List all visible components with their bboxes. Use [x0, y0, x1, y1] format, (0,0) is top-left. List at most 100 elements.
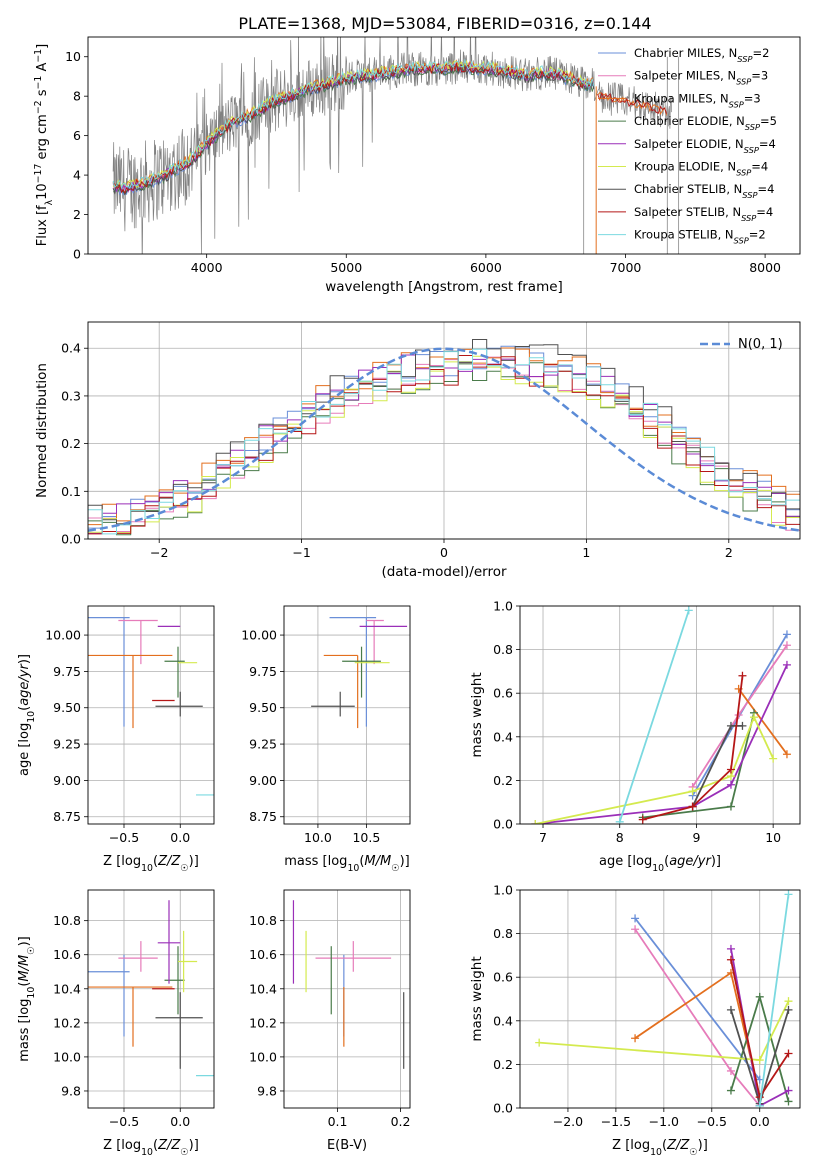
x-axis-label: Z [log10(Z/Z☉)]	[103, 1138, 199, 1158]
y-tick-label: 9.50	[249, 700, 277, 715]
mass-weight-marker	[738, 671, 747, 680]
axes-frame	[87, 36, 801, 255]
y-axis-label: mass weight	[469, 956, 485, 1041]
y-tick-label: 0.0	[493, 817, 513, 832]
plot-area	[112, 37, 680, 254]
mass-weight-line	[535, 664, 788, 824]
y-tick-label: 10.00	[241, 628, 277, 643]
mass-weight-marker	[615, 817, 624, 824]
y-tick-label: 10.4	[53, 981, 81, 996]
y-tick-label: 4	[73, 168, 81, 183]
x-tick-label: 4000	[191, 260, 223, 275]
x-axis-label: (data-model)/error	[381, 564, 507, 580]
y-tick-label: 10.4	[249, 981, 277, 996]
mass-weight-marker	[688, 787, 697, 796]
axes-frame	[283, 605, 411, 825]
x-axis-label: Z [log10(Z/Z☉)]	[612, 1138, 708, 1158]
mass-weight-marker	[755, 1101, 764, 1108]
legend-label: Chabrier STELIB, NSSP=4	[634, 182, 774, 200]
axes-frame	[87, 889, 215, 1109]
y-tick-label: 9.00	[53, 773, 81, 788]
y-tick-label: 0.4	[493, 729, 513, 744]
legend-label: Chabrier MILES, NSSP=2	[634, 46, 769, 64]
y-tick-label: 10.2	[249, 1015, 277, 1030]
mass-weight-marker	[782, 630, 791, 639]
mass-weight-marker	[631, 914, 640, 923]
y-tick-label: 9.8	[61, 1083, 81, 1098]
x-tick-label: 8000	[749, 260, 781, 275]
x-axis-label: Z [log10(Z/Z☉)]	[103, 854, 199, 874]
mass-weight-line	[618, 610, 690, 823]
y-tick-label: 10.0	[53, 1049, 81, 1064]
y-tick-label: 8.75	[53, 809, 81, 824]
x-tick-label: −2	[150, 545, 168, 560]
legend-label: N(0, 1)	[738, 337, 783, 352]
age-metallicity-panel: −0.5 0.0 8.75 9.00 9.25 9.50 9.75 10.00 Z [log10…	[17, 605, 215, 874]
figure-title: PLATE=1368, MJD=53084, FIBERID=0316, z=0…	[238, 14, 651, 33]
mass-weight-marker	[726, 780, 735, 789]
axes-frame	[87, 605, 215, 825]
y-axis-label: mass [log10(M/M☉)]	[17, 936, 37, 1062]
plot-area	[531, 606, 791, 824]
mass-ebv-panel: 0.1 0.2 9.8 10.0 10.2 10.4 10.6 10.8 E(B-V)	[249, 889, 411, 1153]
mass-weight-line	[642, 675, 744, 821]
mass-weight-line	[634, 917, 761, 1081]
mass-weight-marker	[684, 606, 693, 615]
x-tick-label: 0.0	[170, 830, 190, 845]
mass-weight-marker	[755, 992, 764, 1001]
plot-area	[311, 617, 408, 729]
x-tick-label: −0.5	[109, 830, 139, 845]
y-tick-label: 8	[73, 89, 81, 104]
mass-weight-marker	[782, 750, 791, 759]
y-tick-label: 0.8	[493, 642, 513, 657]
y-tick-label: 9.8	[257, 1083, 277, 1098]
y-tick-label: 2	[73, 207, 81, 222]
y-tick-label: 0	[73, 247, 81, 262]
y-tick-label: 9.50	[53, 700, 81, 715]
age-mass-panel: 10.0 10.5 8.75 9.00 9.25 9.50 9.75 10.00 mass [l…	[241, 605, 411, 874]
mass-weight-marker	[726, 1086, 735, 1095]
mass-weight-marker	[726, 944, 735, 953]
legend-label: Salpeter MILES, NSSP=3	[634, 69, 768, 87]
plot-area	[88, 339, 800, 539]
x-tick-label: −1.0	[649, 1114, 679, 1129]
y-tick-label: 0.0	[493, 1101, 513, 1116]
y-tick-label: 1.0	[493, 883, 513, 898]
mass-weight-marker	[726, 765, 735, 774]
plot-area	[292, 900, 405, 1069]
y-tick-label: 9.75	[53, 664, 81, 679]
axes-frame	[283, 889, 411, 1109]
x-axis-label: age [log10(age/yr)]	[599, 854, 721, 874]
legend-label: Kroupa MILES, NSSP=3	[634, 91, 761, 109]
y-tick-label: 0.2	[493, 773, 513, 788]
y-tick-label: 10.8	[53, 913, 81, 928]
mass-weight-marker	[726, 721, 735, 730]
legend-label: Kroupa ELODIE, NSSP=4	[634, 160, 768, 178]
y-tick-label: 10.2	[53, 1015, 81, 1030]
mass-weight-marker	[782, 641, 791, 650]
y-tick-label: 10.8	[249, 913, 277, 928]
plot-area	[88, 617, 214, 796]
y-tick-label: 6	[73, 128, 81, 143]
plot-area	[535, 890, 793, 1108]
x-tick-label: 0	[440, 545, 448, 560]
data-spectrum-line	[112, 37, 672, 254]
mass-weight-marker	[726, 955, 735, 964]
y-axis-label: Normed distribution	[34, 363, 50, 498]
model-spectrum-line	[112, 62, 668, 194]
residual-panel: −2 −1 0 1 2 0.0 0.1 0.2 0.3 0.4 N(0, 1) (data-model…	[34, 321, 801, 580]
x-tick-label: 10	[765, 830, 781, 845]
mass-weight-marker	[738, 721, 747, 730]
mass-weight-marker	[784, 1049, 793, 1058]
mass-weight-marker	[726, 802, 735, 811]
x-tick-label: 6000	[470, 260, 502, 275]
y-axis-label: mass weight	[469, 672, 485, 757]
mass-weight-marker	[726, 1066, 735, 1075]
mass-weight-marker	[726, 1005, 735, 1014]
mass-weight-marker	[769, 754, 778, 763]
x-tick-label: 8	[616, 830, 624, 845]
spectrum-panel: 4000 5000 6000 7000 8000 0 2 4 6 8 10 Chabrier MILE…	[33, 36, 801, 295]
y-tick-label: 0.3	[61, 388, 81, 403]
mass-weight-line	[758, 894, 790, 1106]
